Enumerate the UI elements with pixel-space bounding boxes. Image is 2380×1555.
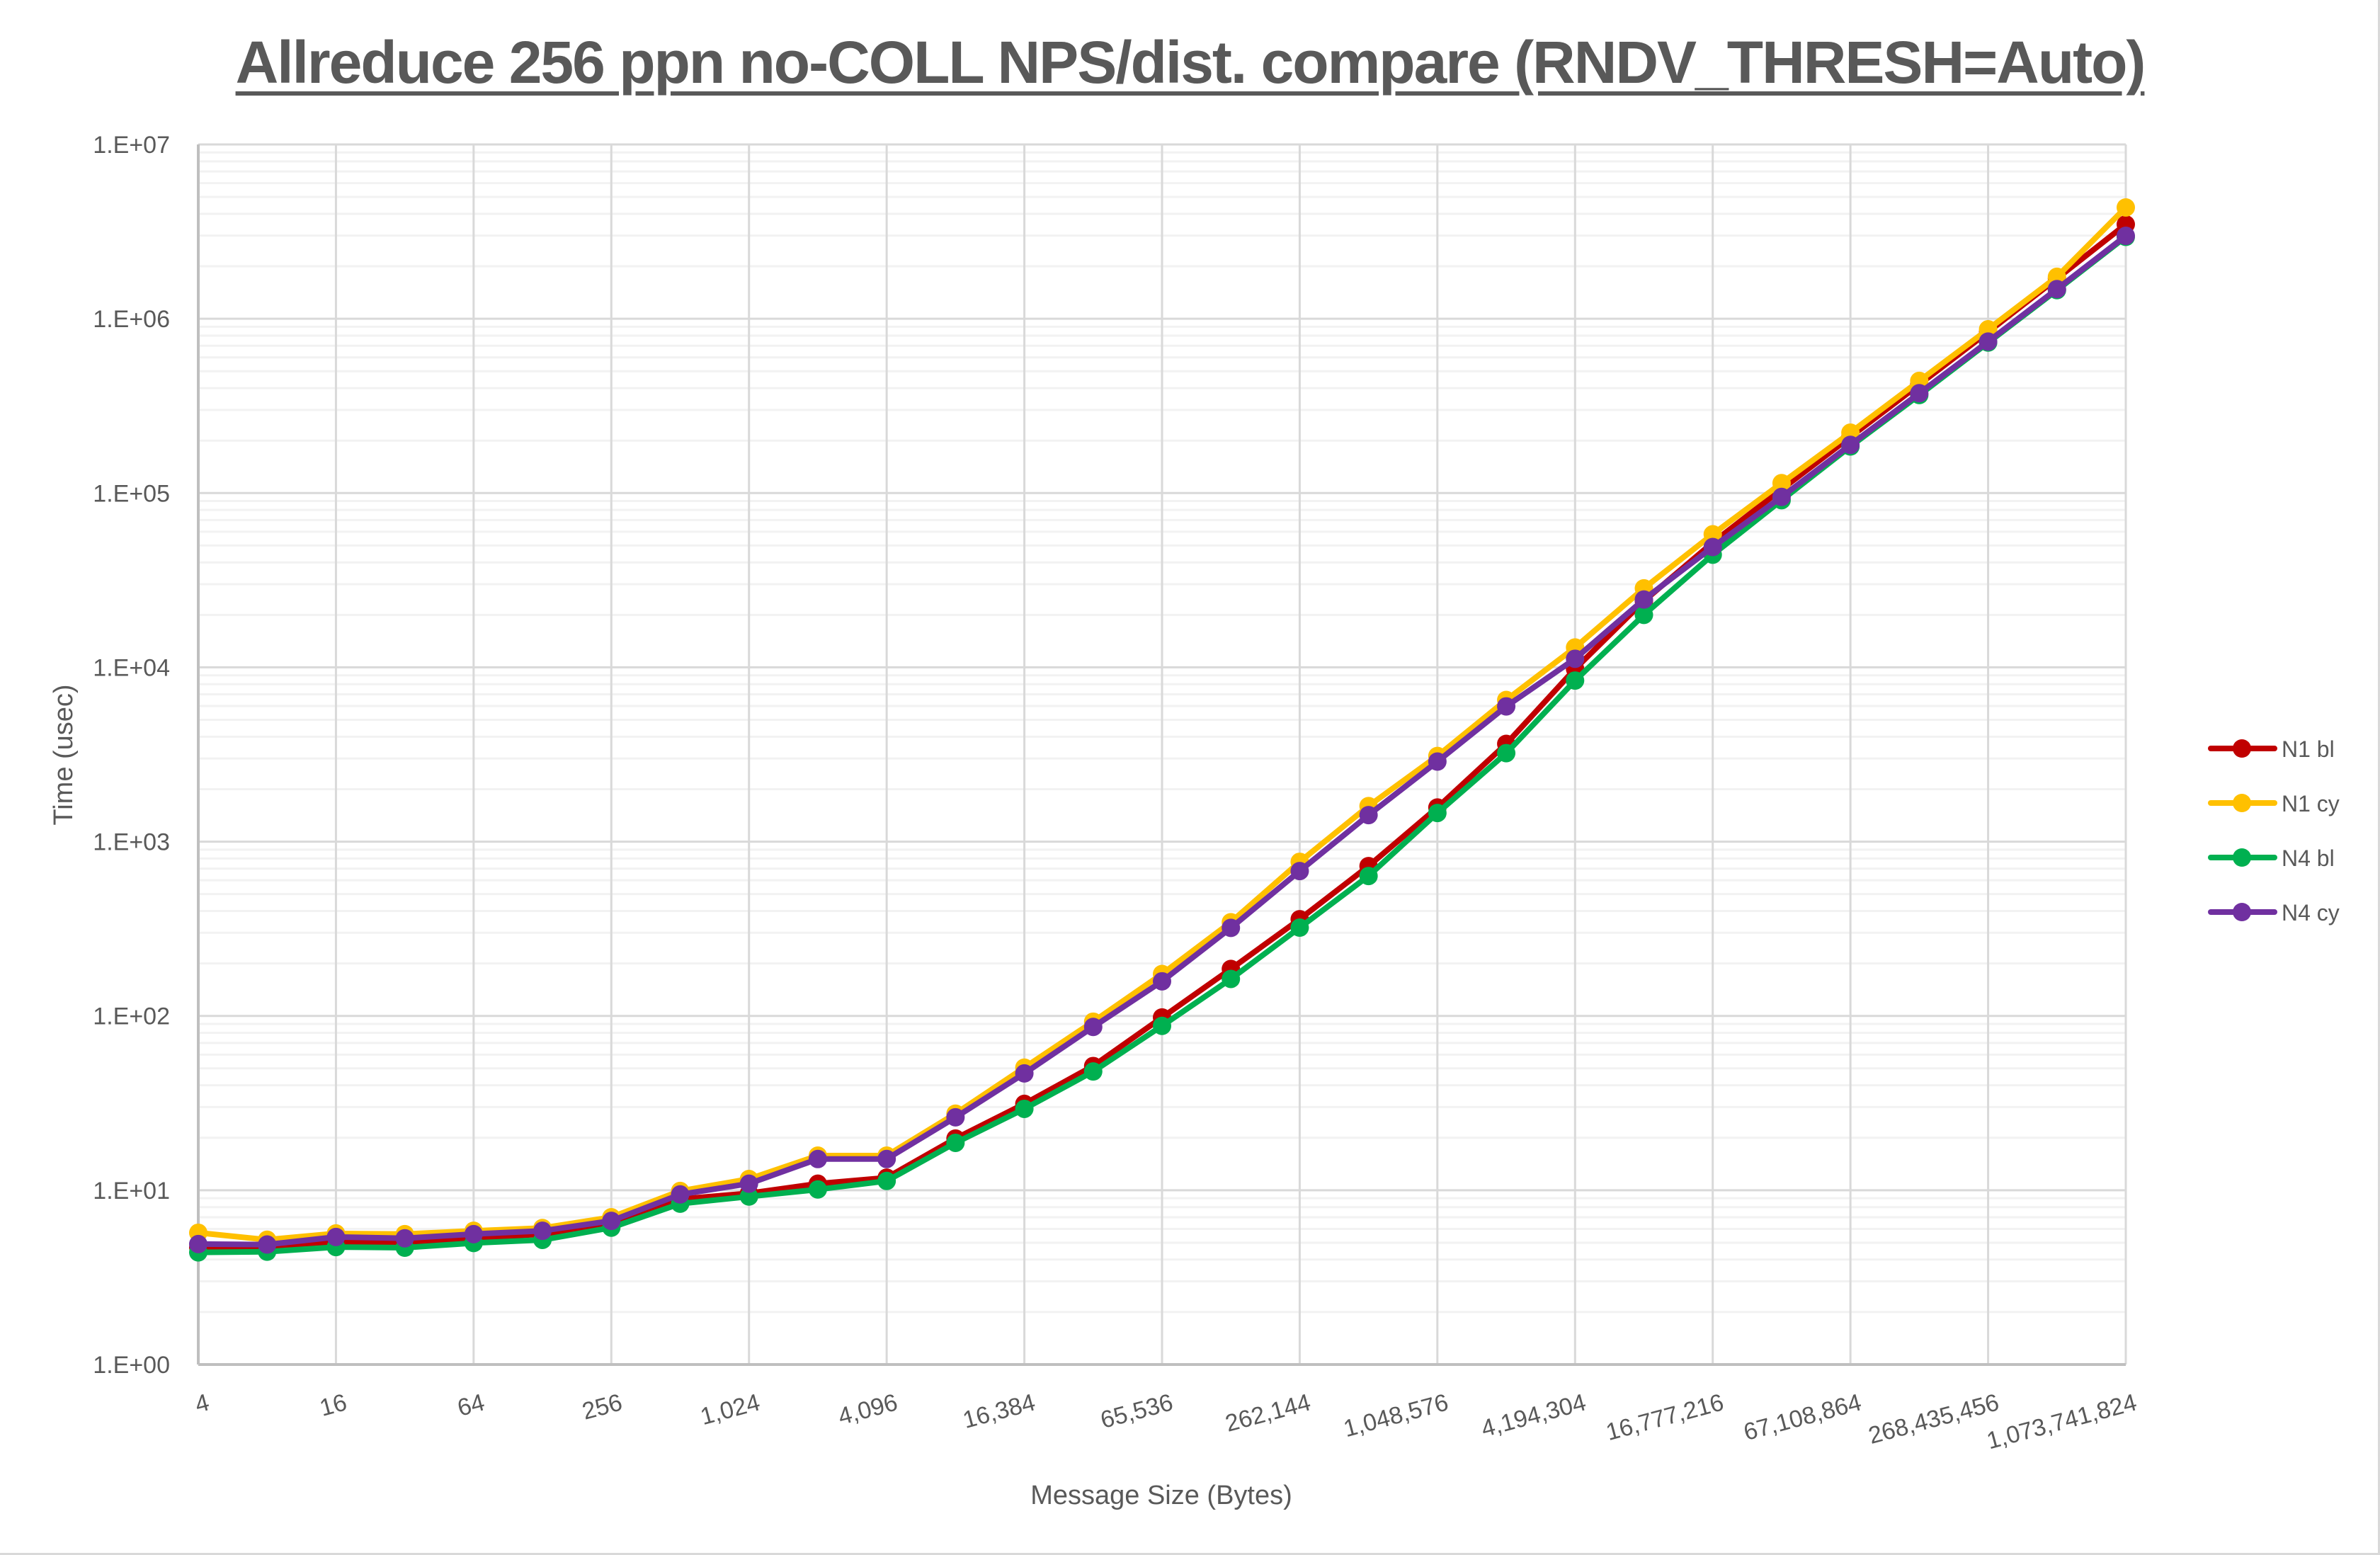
legend-item: N1 bl: [2208, 736, 2335, 762]
x-tick-label: 67,108,864: [1741, 1389, 1864, 1446]
data-point-marker: [808, 1149, 827, 1168]
y-tick-label: 1.E+06: [93, 306, 170, 333]
data-point-marker: [877, 1149, 896, 1168]
data-point-marker: [2047, 280, 2066, 299]
data-point-marker: [1083, 1018, 1103, 1037]
series-n4-cy: [189, 227, 2135, 1254]
data-point-marker: [946, 1133, 965, 1152]
data-point-marker: [1290, 862, 1309, 881]
y-axis-title: Time (usec): [49, 684, 79, 825]
data-point-marker: [1910, 384, 1929, 403]
data-point-marker: [1978, 332, 1998, 351]
data-point-marker: [395, 1229, 414, 1248]
x-tick-label: 16: [317, 1389, 350, 1421]
x-tick-label: 65,536: [1098, 1389, 1175, 1434]
data-series: [189, 198, 2135, 1262]
x-tick-label: 4: [192, 1389, 212, 1418]
data-point-marker: [258, 1235, 277, 1254]
legend-marker-icon: [2233, 739, 2251, 758]
legend-label: N1 bl: [2282, 736, 2335, 762]
x-tick-label: 4,096: [836, 1389, 901, 1430]
data-point-marker: [189, 1234, 207, 1253]
legend-item: N4 cy: [2208, 900, 2340, 925]
gridlines: [197, 143, 2127, 1366]
data-point-marker: [533, 1221, 552, 1241]
data-point-marker: [1428, 804, 1447, 823]
y-tick-label: 1.E+02: [93, 1003, 170, 1030]
data-point-marker: [1634, 590, 1653, 609]
data-point-marker: [602, 1212, 621, 1231]
data-point-marker: [1566, 649, 1585, 668]
y-axis-tick-labels: 1.E+00 1.E+01 1.E+02 1.E+03 1.E+04 1.E+05 1.E+…: [93, 132, 170, 1379]
data-point-marker: [946, 1107, 965, 1127]
legend-marker-icon: [2233, 794, 2251, 812]
data-point-marker: [2117, 198, 2135, 217]
x-tick-label: 1,073,741,824: [1984, 1389, 2140, 1454]
x-tick-label: 268,435,456: [1866, 1389, 2002, 1449]
data-point-marker: [1359, 806, 1378, 825]
y-tick-label: 1.E+00: [93, 1352, 170, 1379]
legend-marker-icon: [2233, 903, 2251, 921]
data-point-marker: [1290, 918, 1309, 938]
x-tick-label: 1,024: [698, 1389, 763, 1430]
data-point-marker: [739, 1187, 758, 1206]
data-point-marker: [1153, 972, 1171, 991]
chart-title: Allreduce 256 ppn no-COLL NPS/dist. comp…: [235, 29, 2146, 96]
data-point-marker: [1841, 435, 1860, 455]
data-point-marker: [326, 1227, 346, 1246]
y-tick-label: 1.E+04: [93, 654, 170, 681]
data-point-marker: [1015, 1064, 1034, 1083]
data-point-marker: [1222, 969, 1241, 989]
y-tick-label: 1.E+05: [93, 480, 170, 507]
x-tick-label: 16,384: [960, 1389, 1038, 1434]
data-point-marker: [1222, 918, 1241, 938]
x-tick-label: 1,048,576: [1340, 1389, 1451, 1442]
y-tick-label: 1.E+07: [93, 132, 170, 159]
data-point-marker: [1428, 752, 1447, 771]
data-point-marker: [1634, 605, 1653, 625]
axes: [197, 144, 2126, 1366]
x-tick-label: 4,194,304: [1479, 1389, 1589, 1442]
data-point-marker: [1566, 671, 1585, 690]
data-point-marker: [464, 1224, 483, 1243]
x-axis-title: Message Size (Bytes): [1030, 1481, 1292, 1510]
x-tick-label: 16,777,216: [1603, 1389, 1726, 1446]
y-tick-label: 1.E+01: [93, 1178, 170, 1204]
data-point-marker: [808, 1180, 827, 1199]
data-point-marker: [1772, 474, 1791, 493]
legend: N1 bl N1 cy N4 bl N4 cy: [2208, 736, 2340, 925]
data-point-marker: [1703, 525, 1722, 544]
data-point-marker: [671, 1185, 690, 1204]
data-point-marker: [739, 1174, 758, 1193]
data-point-marker: [1359, 867, 1378, 886]
legend-label: N4 cy: [2282, 900, 2340, 925]
x-tick-label: 64: [455, 1389, 487, 1421]
y-tick-label: 1.E+03: [93, 829, 170, 856]
data-point-marker: [1153, 1016, 1171, 1035]
data-point-marker: [2117, 227, 2135, 246]
x-tick-label: 262,144: [1222, 1389, 1314, 1437]
data-point-marker: [1497, 697, 1516, 716]
x-axis-tick-labels: 4 16 64 256 1,024 4,096 16,384 65,536 262,144 1,0…: [192, 1389, 2139, 1454]
data-point-marker: [877, 1171, 896, 1190]
data-point-marker: [1497, 744, 1516, 763]
data-point-marker: [1015, 1099, 1034, 1118]
x-tick-label: 256: [579, 1389, 625, 1425]
legend-item: N1 cy: [2208, 791, 2340, 816]
data-point-marker: [1083, 1062, 1103, 1081]
legend-label: N4 bl: [2282, 845, 2335, 871]
legend-marker-icon: [2233, 848, 2251, 867]
data-point-marker: [1703, 537, 1722, 557]
data-point-marker: [1772, 487, 1791, 506]
legend-label: N1 cy: [2282, 791, 2340, 816]
legend-item: N4 bl: [2208, 845, 2335, 871]
